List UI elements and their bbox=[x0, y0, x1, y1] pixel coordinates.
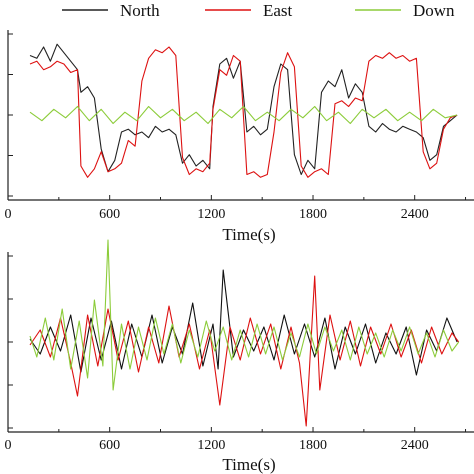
legend-label-east: East bbox=[263, 1, 293, 20]
top-panel: 0 600 1200 1800 2400 Time(s) bbox=[5, 30, 474, 244]
x-tick-label-1200: 1200 bbox=[197, 207, 225, 222]
legend-label-north: North bbox=[120, 1, 160, 20]
legend-label-down: Down bbox=[413, 1, 455, 20]
x-tick-label-1200: 1200 bbox=[197, 438, 225, 453]
x-tick-label-1800: 1800 bbox=[299, 438, 327, 453]
x-axis-title: Time(s) bbox=[222, 225, 275, 244]
legend: North East Down bbox=[62, 1, 455, 20]
x-tick-label-0: 0 bbox=[5, 438, 12, 453]
series-line-east bbox=[29, 46, 458, 178]
series-line-down bbox=[29, 105, 458, 125]
x-tick-label-2400: 2400 bbox=[401, 438, 429, 453]
series-line-down bbox=[29, 239, 460, 391]
x-tick-label-600: 600 bbox=[99, 438, 120, 453]
series-line-east bbox=[29, 275, 460, 427]
x-tick-label-600: 600 bbox=[99, 207, 120, 222]
x-tick-label-2400: 2400 bbox=[401, 207, 429, 222]
bottom-panel: 0 600 1200 1800 2400 Time(s) bbox=[5, 239, 474, 474]
x-tick-label-1800: 1800 bbox=[299, 207, 327, 222]
series-line-north bbox=[29, 269, 458, 376]
x-tick-label-0: 0 bbox=[5, 207, 12, 222]
x-axis-title: Time(s) bbox=[222, 455, 275, 474]
